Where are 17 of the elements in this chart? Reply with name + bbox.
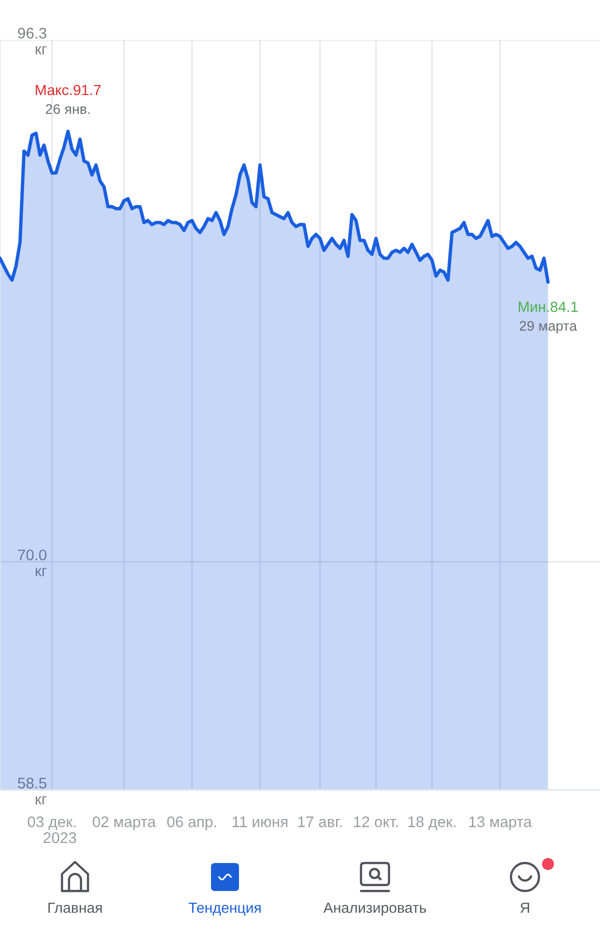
text: Главная (48, 902, 102, 913)
x-tick-label: 02 марта (92, 816, 156, 830)
x-tick-label: 13 марта (469, 816, 532, 830)
x-tick-label: 11 июня (232, 816, 288, 828)
y-tick-label: 96.3 кг (18, 28, 47, 54)
y-tick-label: 58.5 кг (18, 778, 47, 804)
text: Анализировать (323, 902, 426, 916)
text: Я (520, 902, 530, 913)
y-tick-label: 70.0 кг (18, 550, 47, 576)
annotation: Макс.91.7 26 янв. (36, 84, 101, 114)
x-tick-label: 12 окт. (354, 816, 398, 828)
annotation: Мин.84.1 29 марта (518, 302, 578, 334)
x-tick-label: 03 дек. 2023 (28, 816, 76, 844)
x-tick-label: 18 дек. (408, 816, 456, 830)
x-tick-label: 06 апр. (167, 816, 216, 830)
text: Тенденция (188, 902, 261, 916)
x-tick-label: 17 авг. (298, 816, 342, 828)
